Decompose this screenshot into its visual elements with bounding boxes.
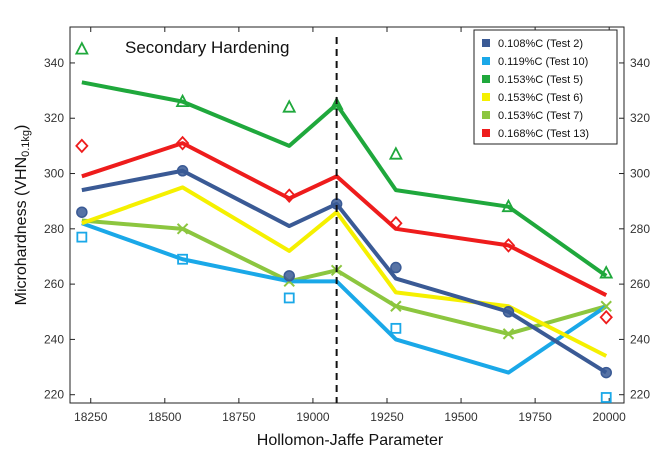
x-tick-label: 19500 <box>444 410 478 424</box>
y-tick-label-right: 340 <box>630 56 650 70</box>
legend-swatch <box>482 129 490 137</box>
series-markers <box>74 41 614 403</box>
data-point <box>282 188 296 203</box>
data-point <box>329 96 344 110</box>
data-point <box>75 138 89 154</box>
data-point <box>76 231 88 243</box>
y-tick-label: 240 <box>44 332 64 346</box>
data-point <box>388 146 403 160</box>
x-tick-label: 19000 <box>296 410 330 424</box>
y-tick-label-right: 280 <box>630 222 650 236</box>
y-tick-label-right: 260 <box>630 277 650 291</box>
y-tick-labels-left: 220 240 260 280 300 320 340 <box>44 56 64 402</box>
data-point <box>282 99 297 113</box>
data-point <box>502 328 515 340</box>
x-tick-labels: 18250 18500 18750 19000 19250 19500 19750 20000 <box>74 410 626 424</box>
legend-box <box>473 29 618 145</box>
data-point <box>501 238 516 253</box>
legend-swatch <box>482 93 490 101</box>
data-point <box>502 306 515 318</box>
data-point <box>599 265 614 279</box>
data-point <box>600 392 612 403</box>
legend-swatch <box>482 57 490 65</box>
data-point <box>599 309 613 325</box>
legend-label: 0.108%C (Test 2) <box>498 38 583 50</box>
tick-marks <box>70 27 624 403</box>
x-tick-label: 18250 <box>74 410 108 424</box>
y-tick-label: 280 <box>44 222 64 236</box>
x-tick-label: 20000 <box>592 410 626 424</box>
data-point <box>176 165 189 177</box>
data-point <box>600 300 612 312</box>
series-line <box>81 80 608 278</box>
y-axis-label-sub: 0.1kg <box>20 130 32 157</box>
y-axis-label-close: ) <box>13 125 30 130</box>
data-point <box>74 41 89 55</box>
y-tick-label-right: 300 <box>630 167 650 181</box>
data-point <box>175 135 190 151</box>
y-tick-label-right: 320 <box>630 111 650 125</box>
data-point <box>390 261 402 274</box>
x-tick-label: 18750 <box>222 410 256 424</box>
y-tick-label-right: 240 <box>630 332 650 346</box>
legend-swatch <box>482 39 490 47</box>
data-point <box>283 270 295 282</box>
legend-swatch <box>482 111 490 119</box>
y-tick-label: 300 <box>44 167 64 181</box>
legend-swatch <box>482 75 490 83</box>
series-line <box>81 141 608 297</box>
y-axis-label: Microhardness (VHN0.1kg) <box>13 125 32 306</box>
y-tick-labels-right: 220 240 260 280 300 320 340 <box>630 56 650 402</box>
y-axis-label-main: Microhardness (VHN <box>13 157 30 305</box>
x-tick-label: 19750 <box>518 410 552 424</box>
data-point <box>600 366 612 379</box>
data-point <box>283 292 295 304</box>
legend: 0.108%C (Test 2) 0.119%C (Test 10) 0.153%C… <box>473 29 618 145</box>
y-tick-label: 220 <box>44 388 64 402</box>
legend-label: 0.119%C (Test 10) <box>498 56 588 68</box>
data-point <box>390 322 402 334</box>
y-tick-label: 260 <box>44 277 64 291</box>
x-tick-label: 18500 <box>148 410 182 424</box>
y-tick-label-right: 220 <box>630 388 650 402</box>
legend-label: 0.153%C (Test 5) <box>498 74 583 86</box>
data-point <box>76 206 88 218</box>
x-axis-label: Hollomon-Jaffe Parameter <box>257 432 444 449</box>
data-point <box>501 198 516 213</box>
legend-label: 0.153%C (Test 7) <box>498 110 583 122</box>
data-point <box>175 93 190 108</box>
y-tick-label: 320 <box>44 111 64 125</box>
legend-label: 0.153%C (Test 6) <box>498 92 583 104</box>
annotation-secondary-hardening: Secondary Hardening <box>125 38 289 57</box>
data-point <box>176 223 189 235</box>
data-point <box>389 215 403 231</box>
legend-label: 0.168%C (Test 13) <box>498 128 589 140</box>
data-point <box>177 253 188 265</box>
data-point <box>390 300 402 312</box>
y-tick-label: 340 <box>44 56 64 70</box>
x-tick-label: 19250 <box>370 410 404 424</box>
